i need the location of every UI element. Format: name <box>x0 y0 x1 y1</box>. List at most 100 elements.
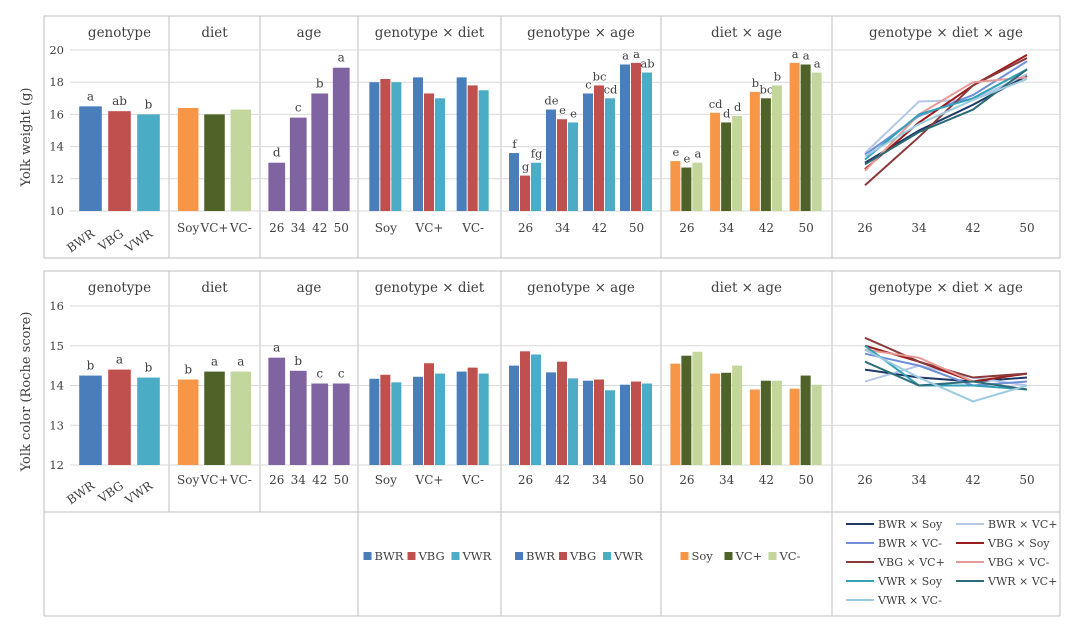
bar <box>108 369 131 465</box>
significance-label: d <box>723 106 731 120</box>
panel-title: genotype × diet × age <box>869 25 1023 41</box>
panel-title: genotype × diet <box>375 280 485 296</box>
panel-title: genotype × diet × age <box>869 280 1023 296</box>
x-tick-label: VC+ <box>200 221 229 235</box>
bar <box>670 161 681 211</box>
bar <box>413 376 423 465</box>
bar <box>692 351 703 465</box>
bar <box>760 98 771 211</box>
bar <box>509 153 519 211</box>
significance-label: e <box>672 145 679 159</box>
significance-label: e <box>570 106 577 120</box>
x-tick-label: 42 <box>312 221 327 235</box>
significance-label: d <box>273 146 281 160</box>
bar <box>380 78 391 211</box>
bar <box>811 384 822 465</box>
x-tick-label: 26 <box>269 473 284 487</box>
bar <box>789 388 800 465</box>
bar <box>177 379 199 465</box>
significance-label: a <box>273 341 280 355</box>
significance-label: b <box>184 363 192 377</box>
bar <box>520 351 530 465</box>
x-tick-label: 50 <box>1019 473 1034 487</box>
bar <box>413 77 423 212</box>
series-line <box>864 73 1028 154</box>
legend-label: VWR <box>462 549 492 563</box>
bar <box>681 355 692 465</box>
bar <box>568 122 578 211</box>
significance-label: a <box>814 57 821 71</box>
legend-label: BWR × VC+ <box>988 518 1057 531</box>
bar <box>642 72 652 211</box>
bar <box>710 112 721 211</box>
legend-swatch <box>451 552 460 560</box>
bar <box>137 377 160 465</box>
x-tick-label: 50 <box>629 473 644 487</box>
legend-label: BWR × Soy <box>878 518 943 531</box>
bar <box>811 72 822 211</box>
bar <box>289 370 307 465</box>
significance-label: ab <box>640 57 654 71</box>
significance-label: de <box>544 94 558 108</box>
bar <box>204 114 225 211</box>
bar <box>732 365 743 465</box>
significance-label: cd <box>604 82 618 96</box>
bar <box>557 119 567 211</box>
bar <box>467 85 478 211</box>
panel-title: genotype <box>88 25 151 41</box>
x-tick-label: VC- <box>461 221 484 235</box>
bar <box>268 162 286 211</box>
y-tick-label: 14 <box>49 379 64 393</box>
panel-title: age <box>297 25 322 41</box>
panel-title: genotype × age <box>527 280 635 296</box>
x-tick-label: 34 <box>291 221 307 235</box>
bar <box>467 367 478 465</box>
bar <box>435 98 445 211</box>
y-tick-label: 10 <box>49 204 64 218</box>
x-tick-label: 26 <box>269 221 284 235</box>
bar <box>424 363 434 465</box>
y-tick-label: 18 <box>49 75 64 89</box>
series-line <box>864 344 1028 391</box>
legend-label: VBG × VC- <box>987 556 1050 569</box>
x-tick-label: Soy <box>375 221 397 235</box>
x-tick-label: 26 <box>857 221 872 235</box>
bar <box>557 361 567 465</box>
significance-label: a <box>338 51 345 65</box>
bar <box>478 90 489 211</box>
bar <box>456 371 467 465</box>
x-tick-label: 42 <box>555 473 570 487</box>
bar <box>710 373 721 465</box>
x-tick-label: Soy <box>177 221 199 235</box>
significance-label: b <box>316 76 324 90</box>
x-tick-label: VBG <box>95 478 126 506</box>
bar <box>531 354 541 465</box>
significance-label: b <box>752 76 759 90</box>
x-tick-label: 26 <box>857 473 872 487</box>
y-tick-label: 16 <box>49 299 64 313</box>
bar <box>721 372 732 465</box>
legend-label: VC+ <box>735 549 763 563</box>
significance-label: g <box>522 160 530 174</box>
legend-label: VWR <box>613 549 643 563</box>
bar <box>435 373 445 465</box>
significance-label: d <box>734 100 742 114</box>
legend-swatch <box>724 552 733 560</box>
significance-label: b <box>774 69 781 83</box>
bar <box>605 98 615 211</box>
legend-swatch <box>603 552 611 560</box>
bar <box>204 371 225 465</box>
bar <box>800 64 811 212</box>
bar <box>177 107 199 211</box>
x-tick-label: 34 <box>911 221 927 235</box>
bar <box>520 175 530 211</box>
x-tick-label: 42 <box>759 221 774 235</box>
bar <box>332 67 350 212</box>
legend-swatch <box>559 552 567 560</box>
bar <box>594 85 604 211</box>
significance-label: e <box>683 152 690 166</box>
bar <box>369 378 380 465</box>
x-tick-label: VC+ <box>415 221 444 235</box>
bar <box>749 91 760 211</box>
x-tick-label: VWR <box>122 478 156 508</box>
